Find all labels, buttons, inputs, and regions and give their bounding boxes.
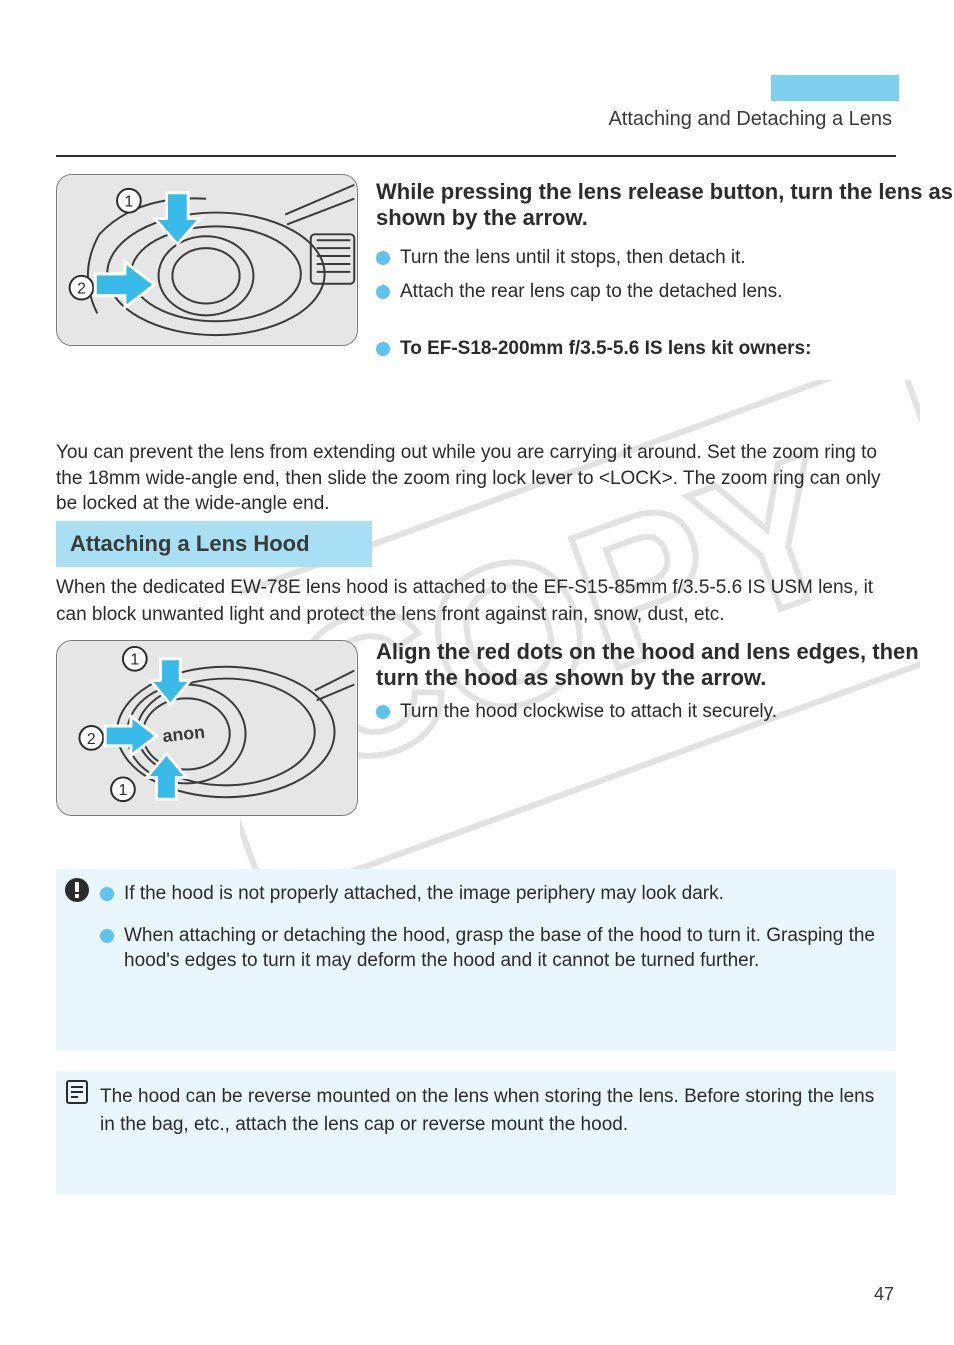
title-underline: [56, 155, 896, 157]
svg-text:2: 2: [87, 731, 96, 748]
bullet-dot-icon: [100, 887, 114, 901]
bullet-dot-icon: [376, 705, 390, 719]
page-title: Attaching and Detaching a Lens: [56, 108, 896, 131]
step-attach-hood-head: Align the red dots on the hood and lens …: [376, 636, 954, 691]
bullet-dot-icon: [376, 342, 390, 356]
section-heading-band: Attaching a Lens Hood: [56, 521, 372, 567]
bullet-item: To EF-S18-200mm f/3.5-5.6 IS lens kit ow…: [376, 336, 954, 362]
note-info-text: The hood can be reverse mounted on the l…: [100, 1083, 882, 1138]
warning-icon: [64, 877, 90, 903]
bullet-dot-icon: [100, 929, 114, 943]
bullet-item: Attach the rear lens cap to the detached…: [376, 279, 954, 305]
note-info-box: The hood can be reverse mounted on the l…: [56, 1071, 896, 1195]
svg-text:1: 1: [130, 652, 139, 669]
illustration-attach-hood: anon 1 2 1: [56, 640, 358, 816]
bullet-text: To EF-S18-200mm f/3.5-5.6 IS lens kit ow…: [400, 336, 811, 362]
step-detach: While pressing the lens release button, …: [376, 176, 954, 370]
bullet-text: Turn the hood clockwise to attach it sec…: [400, 699, 777, 725]
svg-text:1: 1: [125, 194, 134, 211]
bullet-item: Turn the hood clockwise to attach it sec…: [376, 699, 954, 725]
bullet-item: Turn the lens until it stops, then detac…: [376, 245, 954, 271]
page-number: 47: [874, 1284, 894, 1305]
bullet-text: If the hood is not properly attached, th…: [124, 881, 724, 907]
bullet-dot-icon: [376, 285, 390, 299]
step-attach-hood: Align the red dots on the hood and lens …: [376, 636, 954, 733]
section-heading-text: Attaching a Lens Hood: [70, 531, 310, 557]
svg-text:2: 2: [77, 281, 86, 298]
illustration-detach-lens: 1 2: [56, 174, 358, 346]
note-icon: [64, 1079, 90, 1105]
bullet-text: Turn the lens until it stops, then detac…: [400, 245, 746, 271]
bullet-item: When attaching or detaching the hood, gr…: [100, 923, 882, 974]
bullet-text: Attach the rear lens cap to the detached…: [400, 279, 782, 305]
bullet-item: If the hood is not properly attached, th…: [100, 881, 882, 907]
section-body: When the dedicated EW-78E lens hood is a…: [56, 575, 896, 628]
svg-text:1: 1: [119, 782, 128, 799]
page-accent-bar: [771, 75, 899, 101]
note-warning-box: If the hood is not properly attached, th…: [56, 869, 896, 1051]
step-detach-tail: You can prevent the lens from extending …: [56, 440, 896, 517]
bullet-dot-icon: [376, 251, 390, 265]
bullet-text: When attaching or detaching the hood, gr…: [124, 923, 882, 974]
step-detach-head: While pressing the lens release button, …: [376, 176, 954, 231]
